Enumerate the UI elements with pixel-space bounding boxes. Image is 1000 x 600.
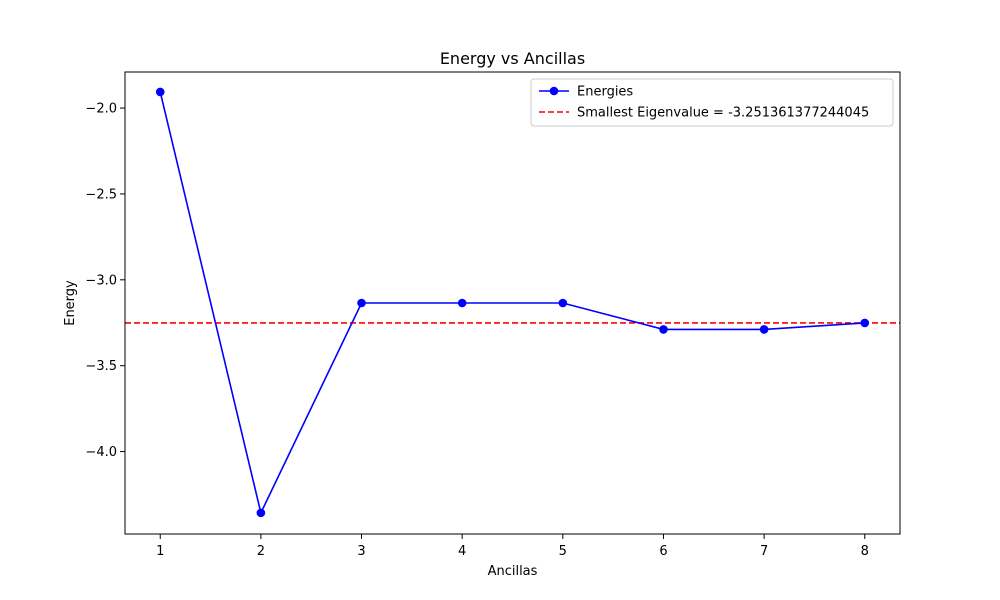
x-tick-label: 1 — [156, 544, 164, 559]
x-ticks: 1 2 3 4 5 6 7 8 — [156, 534, 869, 559]
y-ticks: −2.0 −2.5 −3.0 −3.5 −4.0 — [85, 102, 125, 460]
x-tick-label: 6 — [659, 544, 667, 559]
x-tick-label: 4 — [458, 544, 466, 559]
x-tick-label: 2 — [257, 544, 265, 559]
legend: Energies Smallest Eigenvalue = -3.2513613… — [530, 78, 894, 127]
legend-label-energies: Energies — [577, 85, 633, 100]
x-tick-label: 3 — [357, 544, 365, 559]
y-tick-label: −3.0 — [85, 273, 117, 288]
series-lines — [159, 91, 865, 516]
plot-frame — [124, 71, 901, 535]
data-point — [860, 318, 870, 328]
data-point — [256, 508, 266, 518]
data-point — [155, 87, 165, 97]
y-tick-label: −4.0 — [85, 445, 117, 460]
data-point — [457, 298, 467, 308]
data-point — [659, 325, 668, 334]
x-tick-label: 7 — [760, 544, 768, 559]
legend-label-eigenvalue: Smallest Eigenvalue = -3.251361377244045 — [577, 106, 869, 121]
series-points — [155, 87, 870, 518]
data-point — [558, 298, 568, 308]
x-tick-label: 8 — [861, 544, 869, 559]
data-point — [357, 298, 366, 308]
x-tick-label: 5 — [559, 544, 567, 559]
series-line-energies — [159, 91, 865, 516]
y-tick-label: −2.0 — [85, 102, 117, 117]
x-axis-label: Ancillas — [488, 564, 538, 579]
y-tick-label: −3.5 — [85, 359, 117, 374]
legend-box — [530, 78, 894, 127]
y-axis-label: Energy — [63, 280, 78, 326]
legend-marker-energies — [549, 86, 559, 96]
y-tick-label: −2.5 — [85, 187, 117, 202]
chart-title: Energy vs Ancillas — [440, 49, 585, 68]
data-point — [759, 325, 769, 334]
